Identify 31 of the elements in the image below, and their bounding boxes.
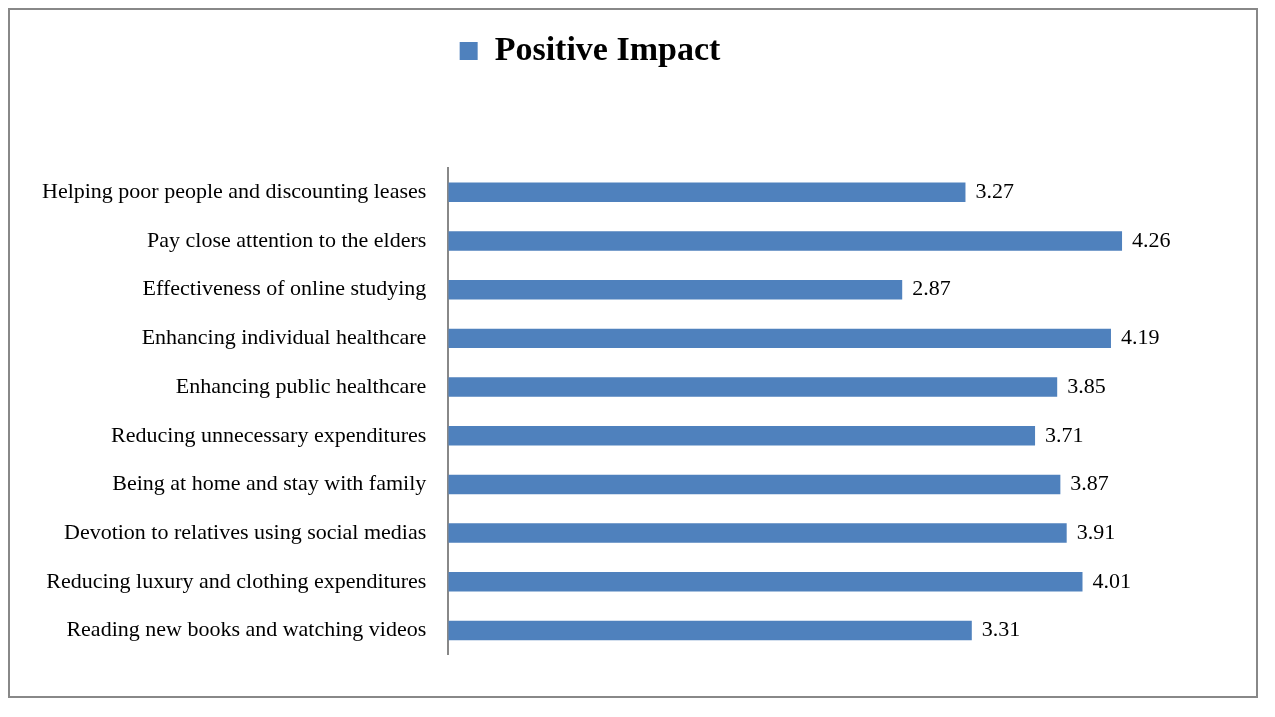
data-label: 4.19 bbox=[1120, 324, 1160, 350]
y-tick-label: Reading new books and watching videos bbox=[66, 616, 427, 642]
y-tick-label: Pay close attention to the elders bbox=[147, 226, 427, 252]
bar bbox=[448, 182, 966, 203]
y-tick-label: Reducing unnecessary expenditures bbox=[111, 421, 427, 447]
data-label: 3.27 bbox=[975, 178, 1014, 204]
bar bbox=[448, 377, 1058, 397]
bar bbox=[448, 572, 1083, 592]
data-label: 2.87 bbox=[912, 275, 951, 301]
data-label: 3.87 bbox=[1070, 470, 1109, 496]
y-tick-label: Enhancing public healthcare bbox=[175, 372, 427, 398]
y-tick-label: Reducing luxury and clothing expenditures bbox=[46, 567, 427, 593]
bar bbox=[448, 523, 1067, 543]
legend-label: Positive Impact bbox=[494, 29, 722, 67]
y-tick-label: Effectiveness of online studying bbox=[142, 275, 427, 301]
data-label: 4.26 bbox=[1132, 226, 1171, 252]
bar bbox=[448, 328, 1111, 349]
bar bbox=[448, 474, 1061, 495]
data-label: 3.85 bbox=[1067, 372, 1106, 398]
data-label: 3.71 bbox=[1045, 421, 1084, 447]
y-tick-label: Being at home and stay with family bbox=[112, 470, 427, 496]
bar bbox=[448, 231, 1123, 251]
data-label: 3.31 bbox=[981, 616, 1021, 642]
data-label: 3.91 bbox=[1076, 518, 1116, 544]
bar bbox=[448, 426, 1036, 446]
bar bbox=[448, 279, 903, 300]
y-tick-label: Helping poor people and discounting leases bbox=[41, 178, 427, 204]
y-tick-label: Enhancing individual healthcare bbox=[141, 324, 427, 350]
data-label: 4.01 bbox=[1092, 567, 1131, 593]
bar bbox=[448, 620, 972, 641]
y-tick-label: Devotion to relatives using social medias bbox=[63, 518, 427, 544]
